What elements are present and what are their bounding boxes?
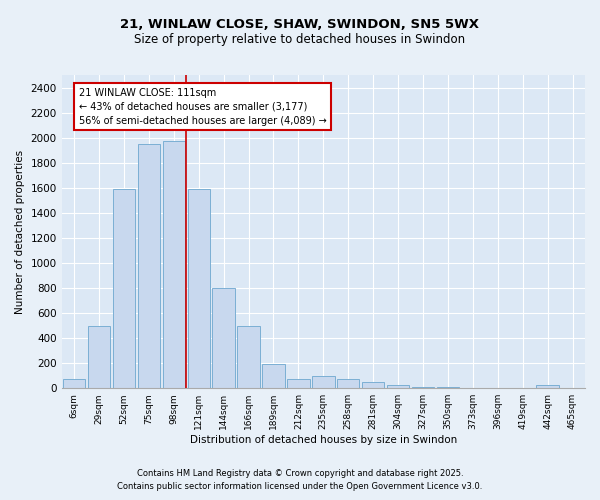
Bar bbox=[163, 142, 185, 388]
Text: Contains HM Land Registry data © Crown copyright and database right 2025.: Contains HM Land Registry data © Crown c… bbox=[137, 468, 463, 477]
Bar bbox=[262, 364, 285, 388]
Bar bbox=[88, 326, 110, 388]
Text: Contains public sector information licensed under the Open Government Licence v3: Contains public sector information licen… bbox=[118, 482, 482, 491]
Text: 21, WINLAW CLOSE, SHAW, SWINDON, SN5 5WX: 21, WINLAW CLOSE, SHAW, SWINDON, SN5 5WX bbox=[121, 18, 479, 30]
Bar bbox=[238, 326, 260, 388]
Bar bbox=[137, 144, 160, 388]
Bar bbox=[63, 379, 85, 388]
X-axis label: Distribution of detached houses by size in Swindon: Distribution of detached houses by size … bbox=[190, 435, 457, 445]
Bar bbox=[437, 387, 459, 388]
Bar bbox=[113, 189, 135, 388]
Bar bbox=[188, 189, 210, 388]
Bar bbox=[287, 379, 310, 388]
Text: 21 WINLAW CLOSE: 111sqm
← 43% of detached houses are smaller (3,177)
56% of semi: 21 WINLAW CLOSE: 111sqm ← 43% of detache… bbox=[79, 88, 326, 126]
Bar bbox=[387, 385, 409, 388]
Bar bbox=[362, 382, 385, 388]
Bar bbox=[412, 387, 434, 388]
Text: Size of property relative to detached houses in Swindon: Size of property relative to detached ho… bbox=[134, 32, 466, 46]
Bar bbox=[212, 288, 235, 388]
Bar bbox=[536, 384, 559, 388]
Y-axis label: Number of detached properties: Number of detached properties bbox=[15, 150, 25, 314]
Bar bbox=[337, 379, 359, 388]
Bar bbox=[312, 376, 335, 388]
